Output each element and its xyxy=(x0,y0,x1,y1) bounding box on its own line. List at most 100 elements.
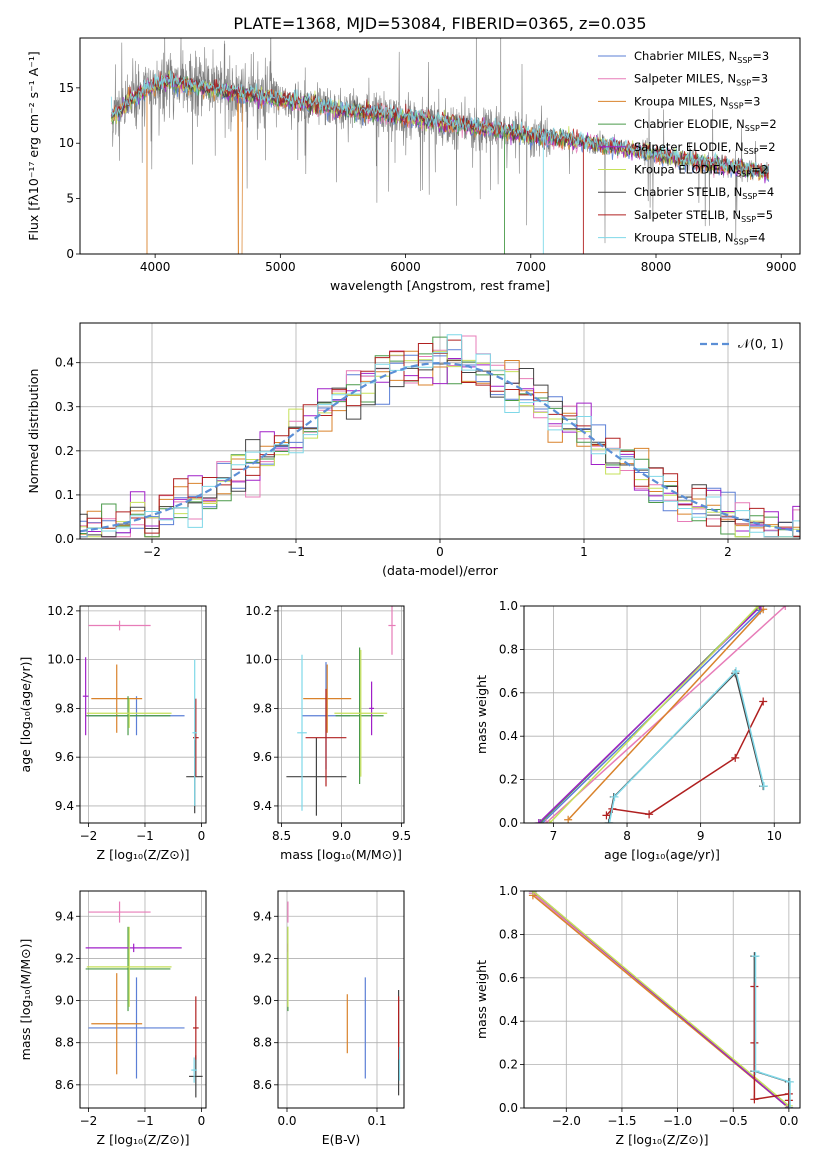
y-axis-label: age [log₁₀(age/yr)] xyxy=(18,657,33,773)
y-tick-label: 10.2 xyxy=(47,604,74,618)
y-tick-label: 9.2 xyxy=(253,951,272,965)
point-marker xyxy=(759,697,768,706)
point-marker xyxy=(785,1104,794,1108)
y-tick-label: 0.1 xyxy=(55,488,74,502)
legend-label: Salpeter STELIB, NSSP=5 xyxy=(634,208,773,224)
point-marker xyxy=(604,819,613,823)
x-tick-label: 6000 xyxy=(390,260,421,274)
x-tick-label: 1 xyxy=(580,545,588,559)
histogram-step-line xyxy=(80,350,800,538)
y-tick-label: 8.8 xyxy=(253,1036,272,1050)
x-tick-label: 4000 xyxy=(140,260,171,274)
point-marker xyxy=(784,1096,793,1105)
y-tick-label: 0.8 xyxy=(499,642,518,656)
point-marker xyxy=(528,891,537,895)
y-tick-label: 9.0 xyxy=(55,994,74,1008)
x-tick-label: −2 xyxy=(80,1114,98,1128)
axes-frame xyxy=(523,890,801,1109)
x-tick-label: 0.1 xyxy=(367,1114,386,1128)
histogram-step-line xyxy=(80,359,800,538)
x-tick-label: 8 xyxy=(623,829,631,843)
x-tick-label: 7 xyxy=(550,829,558,843)
x-tick-label: 9.0 xyxy=(332,829,351,843)
model-spectrum-line xyxy=(110,70,770,178)
point-marker xyxy=(610,792,619,801)
plot-area xyxy=(534,606,790,823)
legend-label: Kroupa MILES, NSSP=3 xyxy=(634,94,760,110)
histogram-step-line xyxy=(80,349,800,538)
y-tick-label: 0.6 xyxy=(499,971,518,985)
y-tick-label: 9.8 xyxy=(55,701,74,715)
y-axis-label: mass weight xyxy=(474,960,489,1039)
point-marker xyxy=(781,606,790,610)
axes-frame xyxy=(523,605,801,824)
y-axis-label: mass weight xyxy=(474,675,489,754)
x-axis-label: wavelength [Angstrom, rest frame] xyxy=(330,278,550,293)
y-tick-label: 0.8 xyxy=(499,927,518,941)
x-tick-label: 0 xyxy=(198,829,206,843)
x-tick-label: 9.5 xyxy=(392,829,411,843)
histogram-step-line xyxy=(80,355,800,538)
y-tick-label: 15 xyxy=(59,81,74,95)
plot-area xyxy=(85,901,203,1098)
point-marker xyxy=(605,819,614,823)
y-tick-label: 8.6 xyxy=(253,1078,272,1092)
point-marker xyxy=(785,1077,794,1086)
point-marker xyxy=(542,819,551,823)
x-axis-label: (data-model)/error xyxy=(382,563,499,578)
point-marker xyxy=(602,811,611,820)
point-marker xyxy=(534,819,543,823)
x-tick-label: 9 xyxy=(697,829,705,843)
point-marker xyxy=(751,1067,760,1076)
y-tick-label: 10.0 xyxy=(47,653,74,667)
point-marker xyxy=(645,810,654,819)
x-tick-label: 2 xyxy=(724,545,732,559)
x-axis-label: Z [log₁₀(Z/Z⊙)] xyxy=(616,1132,709,1147)
x-tick-label: 0 xyxy=(198,1114,206,1128)
x-tick-label: 8000 xyxy=(641,260,672,274)
legend-label: Kroupa STELIB, NSSP=4 xyxy=(634,231,765,247)
axes-frame xyxy=(79,890,207,1109)
y-tick-label: 5 xyxy=(66,192,74,206)
mass-weight-line xyxy=(567,608,764,821)
y-tick-label: 9.0 xyxy=(253,994,272,1008)
histogram-step-line xyxy=(80,334,800,538)
y-tick-label: 0.0 xyxy=(499,816,518,830)
legend-label: Salpeter ELODIE, NSSP=2 xyxy=(634,140,776,156)
plot-area xyxy=(286,606,396,816)
y-tick-label: 0.0 xyxy=(55,532,74,546)
legend-label: 𝒩(0, 1) xyxy=(738,336,784,351)
legend-label: Chabrier ELODIE, NSSP=2 xyxy=(634,117,777,133)
chart-residual-histogram: −2 −1 0 1 2 0.0 0.1 0.2 0.3 0.4 (data-model)/error… xyxy=(26,322,801,578)
x-tick-label: 10 xyxy=(767,829,782,843)
plot-area xyxy=(287,901,401,1096)
point-marker xyxy=(731,667,740,676)
panels-group: 4000 5000 6000 7000 8000 9000051015wavelength… xyxy=(18,37,801,1147)
y-tick-label: 9.6 xyxy=(55,750,74,764)
legend: Chabrier MILES, NSSP=3 Salpeter MILES, NS… xyxy=(598,49,777,247)
mass-weight-line xyxy=(608,669,765,823)
x-axis-label: mass [log₁₀(M/M⊙)] xyxy=(280,847,402,862)
figure-title: PLATE=1368, MJD=53084, FIBERID=0365, z=0… xyxy=(233,14,646,33)
plot-area xyxy=(80,334,800,538)
y-tick-label: 0 xyxy=(66,247,74,261)
histogram-step-line xyxy=(80,339,800,538)
y-tick-label: 0.6 xyxy=(499,686,518,700)
y-tick-label: 0.4 xyxy=(499,1014,518,1028)
point-marker xyxy=(750,1038,759,1047)
x-axis-label: Z [log₁₀(Z/Z⊙)] xyxy=(97,847,190,862)
y-tick-label: 0.2 xyxy=(55,444,74,458)
y-tick-label: 0.0 xyxy=(499,1101,518,1115)
y-tick-label: 1.0 xyxy=(499,884,518,898)
point-marker xyxy=(756,606,765,610)
legend-label: Kroupa ELODIE, NSSP=2 xyxy=(634,163,768,179)
mass-weight-line xyxy=(754,956,791,1108)
x-tick-label: 9000 xyxy=(766,260,797,274)
y-tick-label: 10 xyxy=(59,136,74,150)
y-tick-label: 9.8 xyxy=(253,701,272,715)
chart-age-vs-Z: −2 −1 0 9.4 9.6 9.8 10.0 10.2 Z [log₁₀(Z/Z⊙)] age… xyxy=(18,604,207,862)
plot-area xyxy=(528,891,794,1108)
plot-area xyxy=(82,620,204,814)
